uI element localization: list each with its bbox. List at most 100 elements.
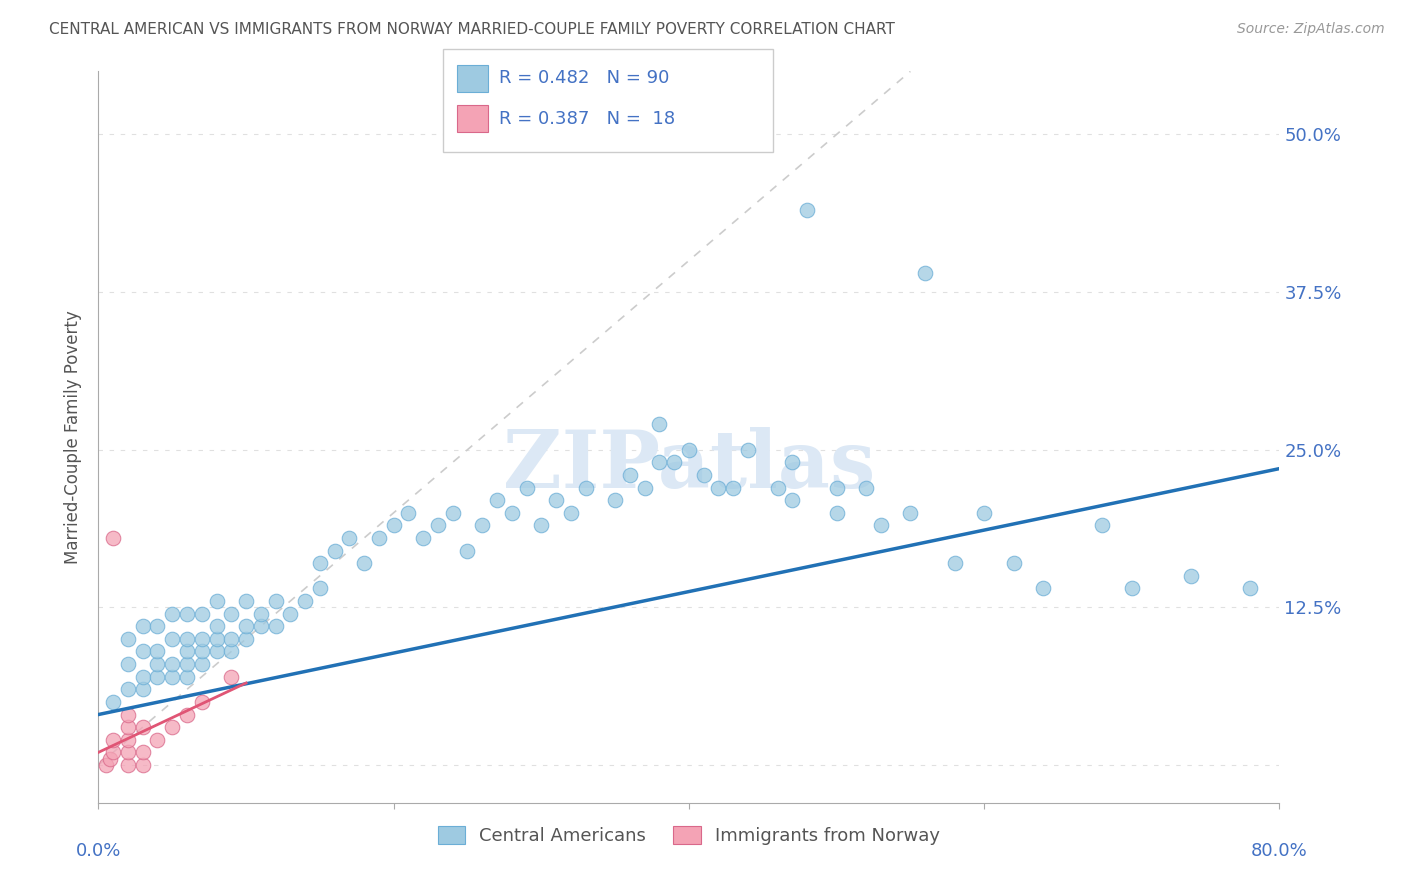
Point [560, 506, 582, 520]
Text: CENTRAL AMERICAN VS IMMIGRANTS FROM NORWAY MARRIED-COUPLE FAMILY POVERTY CORRELA: CENTRAL AMERICAN VS IMMIGRANTS FROM NORW… [49, 22, 896, 37]
Point [339, 531, 361, 545]
Point [176, 607, 198, 621]
Point [162, 657, 183, 671]
Point [103, 732, 125, 747]
Point [132, 745, 155, 759]
Point [427, 518, 450, 533]
Point [162, 720, 183, 734]
Point [575, 481, 598, 495]
Legend: Central Americans, Immigrants from Norway: Central Americans, Immigrants from Norwa… [430, 819, 948, 852]
Point [117, 657, 139, 671]
Point [94, 758, 117, 772]
Text: R = 0.387   N =  18: R = 0.387 N = 18 [499, 110, 675, 128]
Point [766, 481, 789, 495]
Point [294, 594, 316, 608]
Point [221, 670, 243, 684]
Point [900, 506, 922, 520]
Point [973, 506, 995, 520]
Point [117, 758, 139, 772]
Point [457, 543, 479, 558]
Point [132, 644, 155, 658]
Text: R = 0.482   N = 90: R = 0.482 N = 90 [499, 70, 669, 87]
Point [191, 657, 214, 671]
Point [162, 632, 183, 646]
Point [205, 632, 228, 646]
Point [471, 518, 494, 533]
Point [309, 556, 332, 570]
Point [103, 695, 125, 709]
Point [235, 594, 257, 608]
Point [782, 493, 804, 508]
Point [117, 745, 139, 759]
Text: ZIPatlas: ZIPatlas [503, 427, 875, 506]
Point [516, 481, 538, 495]
Point [103, 745, 125, 759]
Point [678, 442, 700, 457]
Point [98, 752, 121, 766]
Point [176, 670, 198, 684]
Point [782, 455, 804, 469]
Point [117, 732, 139, 747]
Point [191, 632, 214, 646]
Point [707, 481, 730, 495]
Point [323, 543, 346, 558]
Point [501, 506, 523, 520]
Point [546, 493, 568, 508]
Point [235, 632, 257, 646]
Point [176, 632, 198, 646]
Point [132, 619, 155, 633]
Point [1121, 582, 1143, 596]
Point [117, 682, 139, 697]
Point [191, 644, 214, 658]
Point [205, 644, 228, 658]
Y-axis label: Married-Couple Family Poverty: Married-Couple Family Poverty [65, 310, 83, 564]
Point [486, 493, 509, 508]
Point [605, 493, 627, 508]
Point [264, 594, 287, 608]
Point [221, 632, 243, 646]
Point [146, 732, 169, 747]
Text: 80.0%: 80.0% [1251, 842, 1308, 860]
Point [619, 467, 641, 482]
Point [648, 417, 671, 432]
Point [176, 707, 198, 722]
Point [132, 758, 155, 772]
Point [221, 644, 243, 658]
Point [280, 607, 302, 621]
Point [205, 594, 228, 608]
Point [250, 619, 273, 633]
Point [1002, 556, 1025, 570]
Point [117, 720, 139, 734]
Point [205, 619, 228, 633]
Point [146, 670, 169, 684]
Point [176, 644, 198, 658]
Point [648, 455, 671, 469]
Point [309, 582, 332, 596]
Point [825, 506, 848, 520]
Point [162, 607, 183, 621]
Point [796, 203, 818, 218]
Point [353, 556, 375, 570]
Point [664, 455, 686, 469]
Point [1091, 518, 1114, 533]
Point [146, 657, 169, 671]
Point [382, 518, 405, 533]
Point [855, 481, 877, 495]
Point [250, 607, 273, 621]
Point [146, 644, 169, 658]
Text: Source: ZipAtlas.com: Source: ZipAtlas.com [1237, 22, 1385, 37]
Point [235, 619, 257, 633]
Point [132, 682, 155, 697]
Point [398, 506, 420, 520]
Point [441, 506, 464, 520]
Point [1180, 569, 1202, 583]
Point [914, 266, 936, 280]
Point [1239, 582, 1261, 596]
Point [146, 619, 169, 633]
Point [634, 481, 657, 495]
Point [176, 657, 198, 671]
Point [693, 467, 716, 482]
Point [368, 531, 391, 545]
Point [117, 707, 139, 722]
Point [132, 720, 155, 734]
